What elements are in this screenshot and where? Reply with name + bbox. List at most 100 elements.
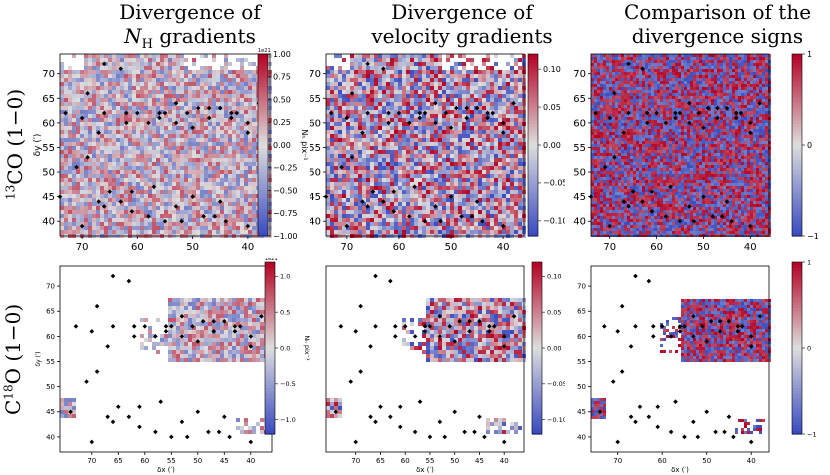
y-tick-label: 45 (573, 192, 586, 203)
source-marker (151, 184, 157, 190)
source-marker (118, 199, 124, 204)
colorbar-tick-label: 0.05 (547, 308, 561, 316)
source-marker (373, 273, 378, 279)
axes-frame (590, 265, 770, 453)
source-marker (757, 100, 762, 106)
source-marker (173, 120, 179, 126)
source-marker (646, 414, 652, 420)
x-tick-label: 70 (351, 457, 360, 465)
y-tick-label: 40 (577, 433, 586, 441)
source-marker (644, 110, 650, 116)
x-tick-label: 60 (650, 242, 663, 253)
y-tick-label: 65 (577, 308, 586, 316)
colorbar-tick-label: 1 (807, 258, 811, 266)
y-tick-label: 70 (310, 69, 321, 80)
source-marker (201, 214, 206, 219)
source-marker (467, 318, 472, 324)
source-marker (626, 61, 631, 67)
colorbar-tick-label: 0.10 (547, 273, 561, 281)
heatmap-cells (591, 54, 771, 237)
source-marker (107, 189, 113, 195)
source-marker (733, 115, 739, 121)
colorbar-tick-label: 0.00 (547, 344, 561, 352)
source-marker (729, 218, 734, 224)
colorbar: 0.100.050.00−0.05−0.10km s⁻¹ pix⁻¹ (527, 53, 565, 237)
x-tick-label: 40 (497, 242, 510, 253)
source-marker (368, 414, 373, 420)
source-marker (211, 318, 216, 324)
source-marker (602, 164, 608, 170)
x-tick-label: 50 (697, 242, 710, 253)
source-marker (511, 313, 517, 319)
nh-rest: gradients (152, 24, 256, 48)
source-marker (442, 434, 448, 440)
source-marker (713, 429, 718, 435)
source-marker (206, 105, 212, 111)
colorbar: 1.0 0.5 0.0 −0.5 −1.0 1e21 Nₕ pix⁻¹ (264, 258, 310, 435)
source-marker (137, 404, 142, 410)
source-marker (85, 154, 90, 160)
panel-13co-velocity-divergence: 70 60 50 40 40 45 50 55 60 65 70 0.10 0.05 0.00 −0.05 −… (310, 53, 565, 253)
source-marker (422, 329, 428, 334)
source-marker (427, 434, 433, 440)
source-marker (216, 429, 222, 435)
y-tick-label: 70 (577, 283, 586, 291)
colorbar-tick-label: 0.00 (273, 141, 291, 150)
y-tick-label: 65 (46, 308, 55, 316)
source-marker (472, 429, 477, 435)
column-title-3-line2: divergence signs (631, 24, 804, 48)
source-marker (695, 434, 701, 440)
source-marker (735, 329, 741, 334)
x-axis-label: δx (′) (416, 466, 434, 474)
source-marker (615, 329, 620, 334)
source-marker (474, 199, 480, 204)
source-marker (146, 214, 151, 219)
source-marker (719, 214, 725, 219)
heatmap-cells (591, 299, 771, 434)
source-marker (74, 164, 79, 170)
x-axis-label: δx (′) (671, 466, 689, 474)
column-title-2-line2: velocity gradients (371, 24, 553, 48)
source-marker (437, 419, 443, 425)
row-title-13co: 13CO (1−0) (3, 89, 27, 200)
source-marker (195, 105, 201, 111)
x-tick-label: 60 (658, 457, 667, 465)
source-marker (747, 223, 753, 229)
colorbar-tick-label: 0.75 (273, 73, 291, 82)
y-tick-label: 70 (42, 69, 55, 80)
source-marker (500, 130, 506, 136)
source-marker (621, 199, 627, 204)
colorbar-tick-label: 1.00 (273, 50, 291, 59)
source-marker (485, 115, 490, 121)
source-marker (206, 115, 212, 121)
colorbar-tick-label: 0 (807, 141, 812, 150)
source-marker (105, 344, 110, 349)
x-tick-label: 50 (193, 457, 202, 465)
y-tick-label: 70 (573, 69, 586, 80)
y-axis-label: δy (′) (33, 134, 43, 157)
source-marker (682, 434, 687, 440)
source-marker (222, 318, 227, 324)
row-title-c18o-pre: C (1, 399, 25, 415)
source-marker (248, 334, 254, 339)
colorbar-tick-label: 0 (807, 344, 811, 352)
source-marker (190, 194, 195, 199)
source-marker (644, 120, 650, 126)
source-marker (651, 324, 656, 329)
source-marker (162, 110, 168, 116)
source-marker (110, 419, 116, 425)
source-marker (206, 429, 211, 435)
colorbar: 0.100.050.00−0.05−0.10km s⁻¹ pix⁻¹ (531, 261, 565, 435)
column-title-3: Comparison of the divergence signs (605, 0, 830, 48)
source-marker (388, 278, 393, 284)
source-marker (212, 214, 218, 219)
source-marker (696, 110, 702, 116)
source-marker (726, 414, 732, 420)
source-marker (448, 125, 454, 131)
colorbar-tick-label: 1.0 (280, 273, 290, 281)
source-marker (162, 218, 168, 224)
source-marker (94, 369, 100, 374)
source-marker (333, 409, 339, 415)
source-marker (626, 110, 631, 116)
panel-13co-nh-divergence: 70 60 50 40 40 45 50 55 60 65 70 δy (′) 1.00 0.75 0.50… (33, 48, 309, 253)
